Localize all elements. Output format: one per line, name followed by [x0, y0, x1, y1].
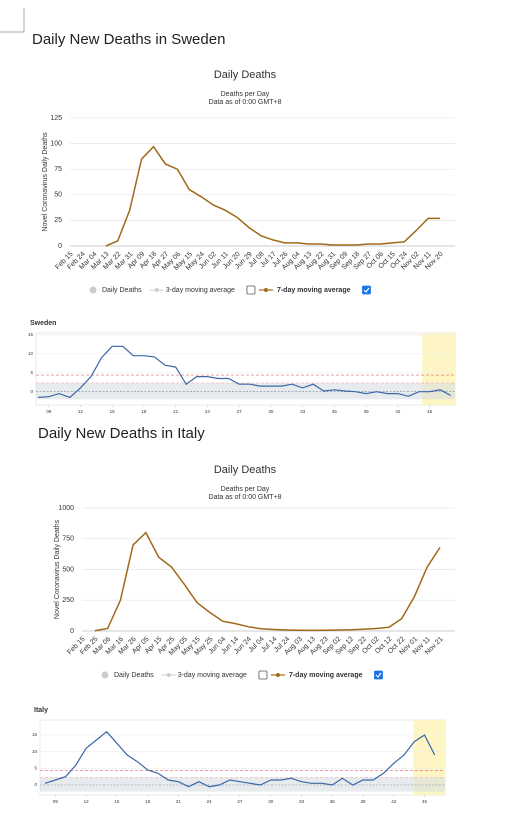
y-axis-label: Novel Coronavirus Daily Deaths [54, 519, 61, 619]
y-tick-label: 0 [34, 782, 37, 787]
legend-checkbox[interactable] [246, 285, 256, 295]
legend-checkbox[interactable] [258, 670, 268, 680]
y-tick-label: 15 [32, 732, 38, 737]
x-tick-label: 45 [427, 409, 433, 414]
section-heading: Daily New Deaths in Sweden [32, 31, 225, 48]
chart-title: Daily Deaths [214, 464, 277, 476]
x-tick-label: 09 [46, 409, 52, 414]
x-tick-label: 39 [364, 409, 370, 414]
legend-marker [275, 673, 280, 677]
x-tick-label: 15 [110, 409, 116, 414]
chart-title: Sweden [30, 320, 56, 327]
x-tick-label: 42 [395, 409, 401, 414]
x-tick-label: 36 [332, 409, 338, 414]
y-tick-label: 1000 [58, 505, 74, 512]
legend-label[interactable]: 7-day moving average [289, 672, 363, 679]
legend-checkbox[interactable] [362, 285, 371, 295]
legend-label[interactable]: Daily Deaths [114, 672, 154, 679]
x-tick-label: 18 [141, 409, 147, 414]
data-line [94, 531, 441, 632]
y-tick-label: 5 [30, 370, 33, 375]
x-tick-label: 24 [205, 409, 211, 414]
section-heading: Daily New Deaths in Italy [38, 425, 205, 442]
chart-title: Italy [34, 707, 48, 714]
checkmark [363, 287, 370, 293]
data-line [38, 345, 452, 399]
x-tick-label: 09 [53, 799, 59, 804]
chart-subtitle: Data as of 0:00 GMT+8 [209, 494, 282, 501]
legend-label[interactable]: Daily Deaths [102, 287, 142, 294]
chart-subtitle: Deaths per Day [221, 486, 270, 493]
y-tick-label: 0 [70, 628, 74, 635]
y-tick-label: 50 [54, 192, 62, 199]
x-tick-label: 33 [299, 799, 305, 804]
chart-subtitle: Deaths per Day [221, 91, 270, 98]
x-tick-label: 36 [330, 799, 336, 804]
x-tick-label: 30 [268, 409, 274, 414]
legend-marker [89, 286, 97, 294]
legend-label[interactable]: 3-day moving average [166, 287, 235, 294]
y-tick-label: 0 [30, 389, 33, 394]
legend-marker [263, 288, 268, 292]
legend-checkbox[interactable] [374, 670, 383, 680]
legend-label[interactable]: 3-day moving average [178, 672, 247, 679]
x-tick-label: 39 [360, 799, 366, 804]
x-tick-label: 12 [78, 409, 84, 414]
x-tick-label: 21 [173, 409, 179, 414]
x-tick-label: 27 [237, 799, 243, 804]
chart-subtitle: Data as of 0:00 GMT+8 [209, 99, 282, 106]
corner-mark [0, 8, 25, 33]
x-tick-label: 30 [268, 799, 274, 804]
legend-marker [154, 288, 159, 292]
y-axis-label: Novel Coronavirus Daily Deaths [42, 132, 49, 232]
y-tick-label: 25 [54, 217, 62, 224]
x-tick-label: 21 [176, 799, 182, 804]
y-tick-label: 0 [58, 243, 62, 250]
legend-label[interactable]: 7-day moving average [277, 287, 351, 294]
x-tick-label: 12 [84, 799, 90, 804]
data-line [105, 145, 440, 247]
y-tick-label: 15 [28, 332, 34, 337]
y-tick-label: 100 [50, 140, 62, 147]
x-tick-label: 33 [300, 409, 306, 414]
legend-marker [166, 673, 171, 677]
legend-marker [101, 671, 109, 679]
chart-title: Daily Deaths [214, 69, 277, 81]
y-tick-label: 250 [62, 597, 74, 604]
band [36, 383, 455, 400]
x-tick-label: 24 [207, 799, 213, 804]
y-tick-label: 5 [34, 766, 37, 771]
y-tick-label: 750 [62, 536, 74, 543]
x-tick-label: 18 [145, 799, 151, 804]
y-tick-label: 125 [50, 115, 62, 122]
y-tick-label: 75 [54, 166, 62, 173]
x-tick-label: 27 [237, 409, 243, 414]
y-tick-label: 500 [62, 566, 74, 573]
x-tick-label: 42 [391, 799, 397, 804]
data-line [44, 730, 436, 788]
band [40, 777, 445, 792]
x-tick-label: 45 [422, 799, 428, 804]
y-tick-label: 10 [28, 351, 34, 356]
checkmark [375, 672, 382, 678]
x-tick-label: 15 [114, 799, 120, 804]
y-tick-label: 10 [32, 749, 38, 754]
